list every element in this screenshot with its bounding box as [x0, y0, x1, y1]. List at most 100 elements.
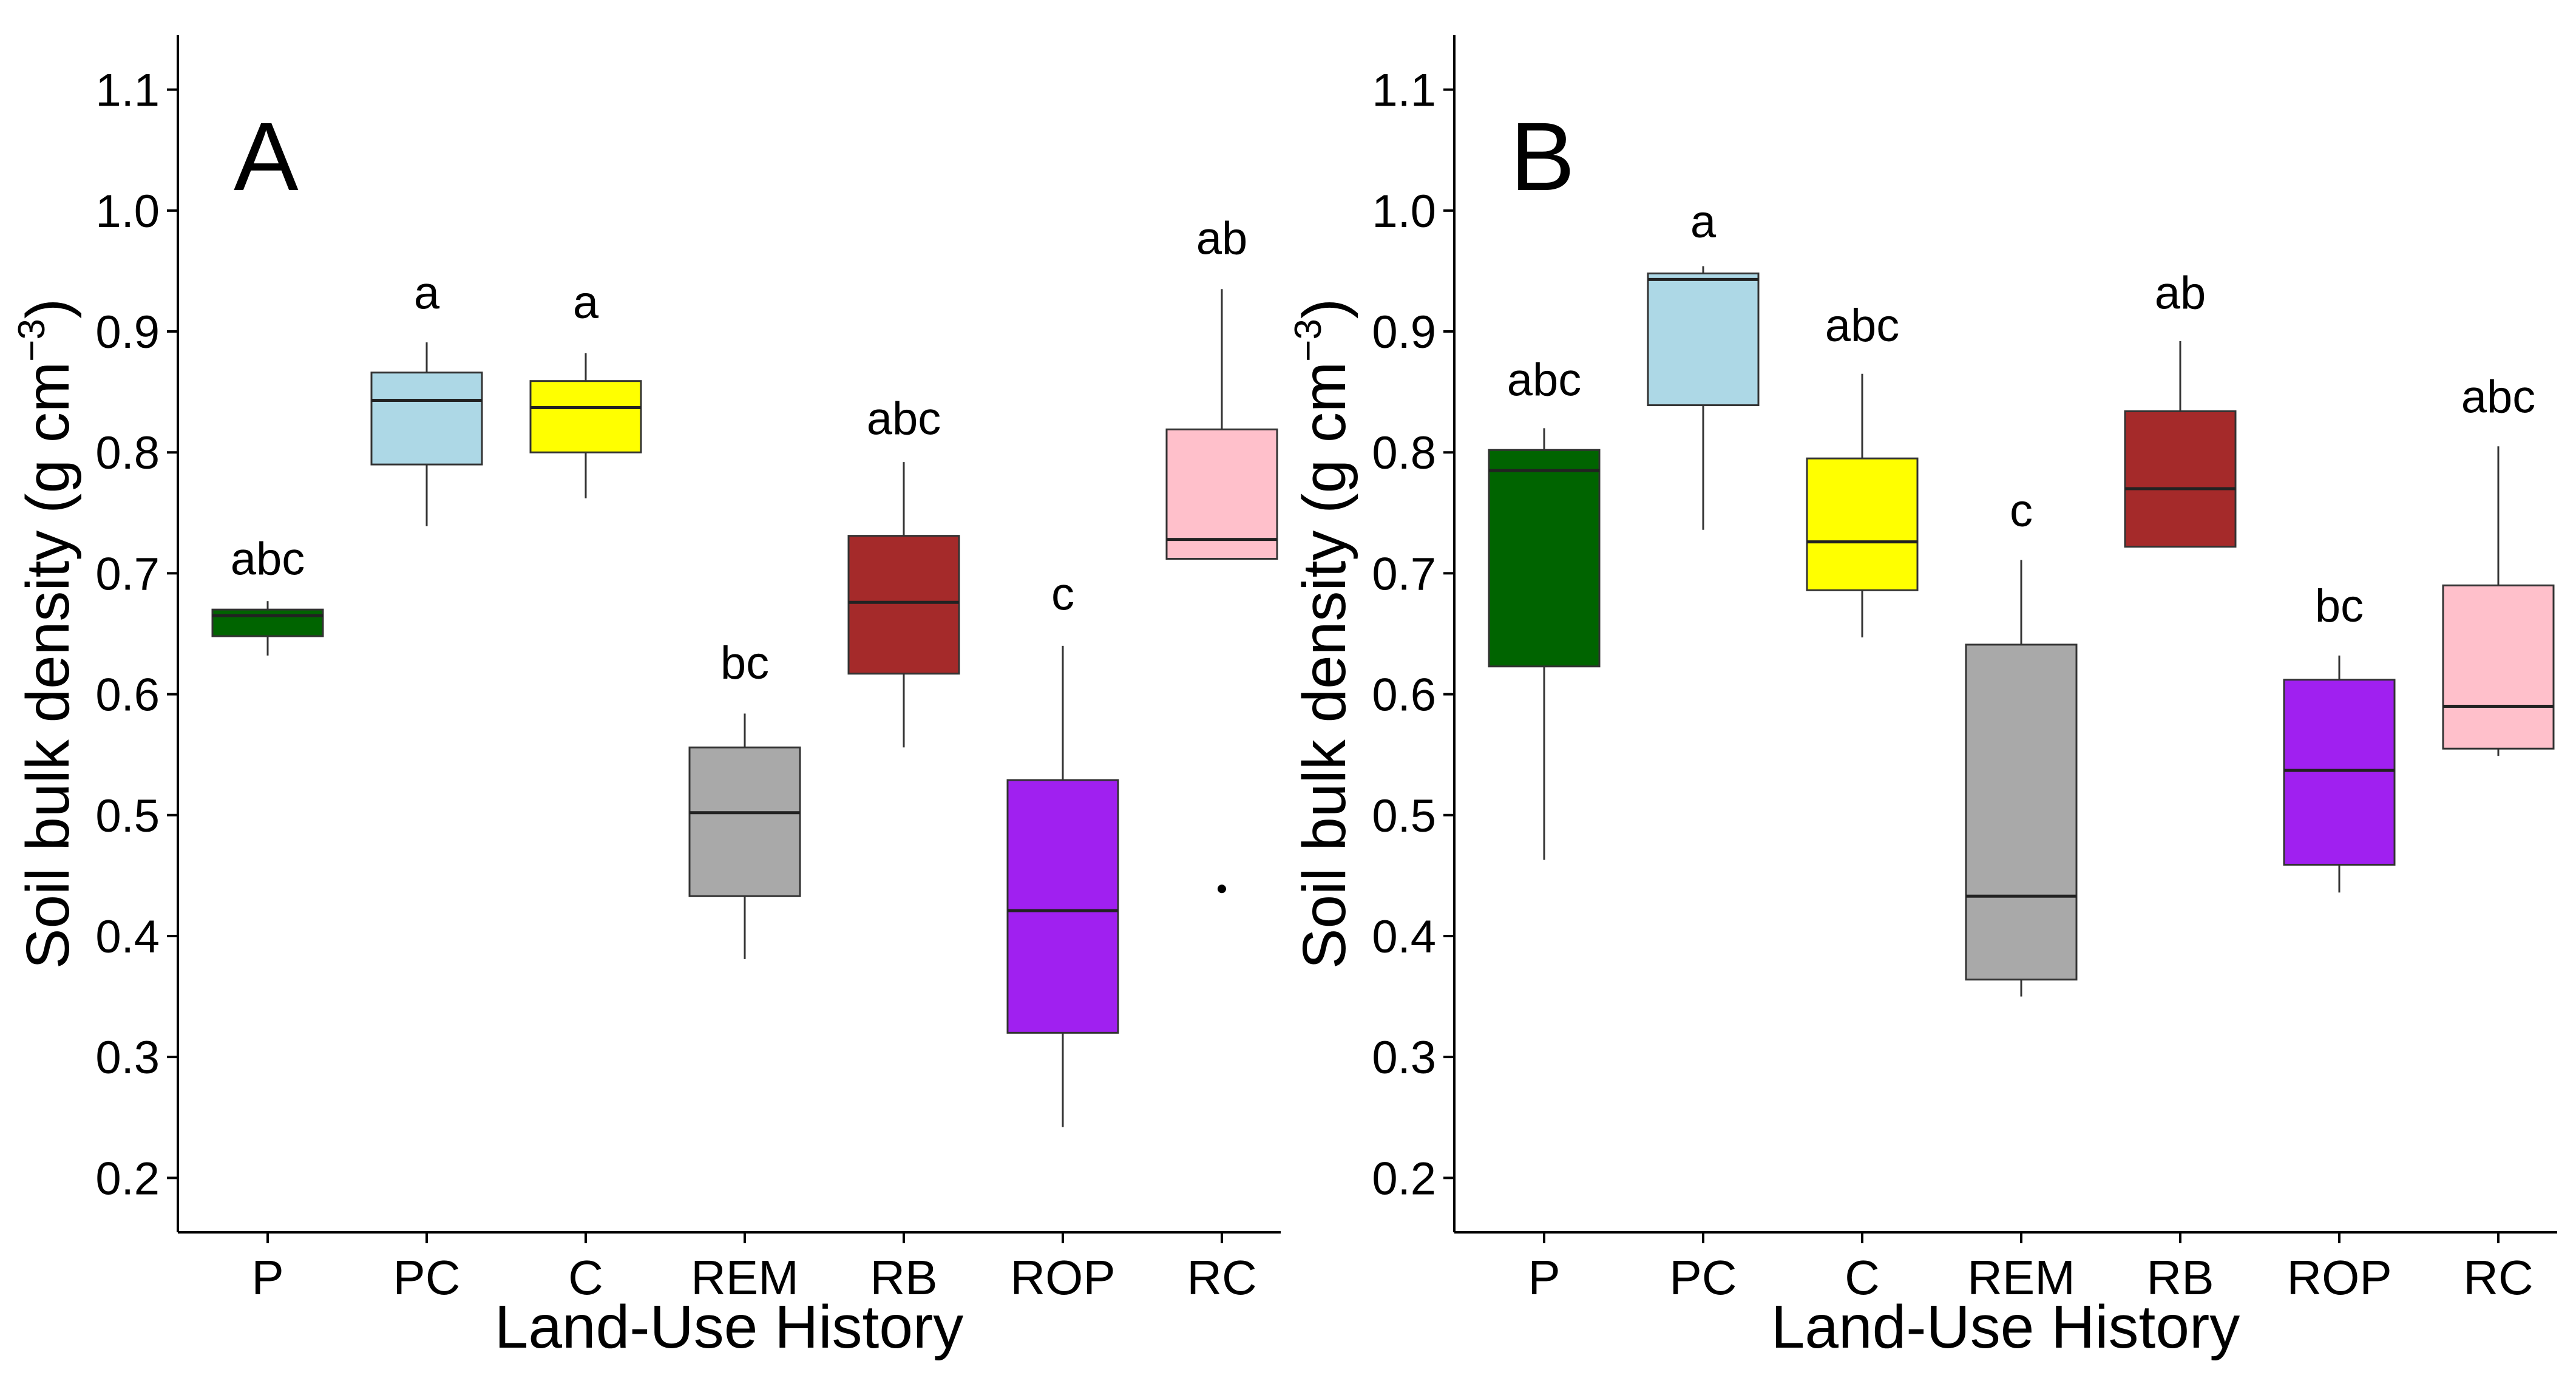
panel-a-rc-significance-letter: ab [1196, 213, 1248, 265]
panel-a-rb-boxplot [847, 462, 960, 748]
panel-a-rc-box [1165, 428, 1278, 560]
panel-a-x-axis-title: Land-Use History [495, 1293, 964, 1361]
panel-a-rem-box [688, 746, 801, 897]
panel-b-pc-boxplot [1647, 266, 1760, 530]
panel-a-rb-box [847, 535, 960, 675]
panel-a-y-tick-label: 0.3 [95, 1032, 160, 1084]
panel-a-rc-outlier-point [1218, 884, 1226, 894]
panel-b-y-axis-title-superscript: −3 [1287, 319, 1329, 362]
panel-b-x-tick-label: P [1528, 1251, 1560, 1305]
panel-a-y-axis-title-superscript: −3 [11, 319, 53, 362]
panel-a-c-significance-letter: a [573, 277, 599, 328]
panel-a-x-tick-label: RC [1187, 1251, 1257, 1305]
panel-a-y-axis-title-main: Soil bulk density (g cm [14, 362, 82, 969]
panel-b-rb-box [2124, 410, 2237, 548]
panel-a-y-ticks: 0.2 0.3 0.4 0.5 0.6 0.7 0.8 0.9 1.0 1.1 [95, 65, 178, 1204]
panel-a-y-tick-label: 1.1 [95, 65, 160, 117]
panel-a-y-tick-label: 0.6 [95, 670, 160, 721]
panel-b-rem-box [1965, 643, 2078, 981]
panel-b-pc-significance-letter: a [1690, 196, 1717, 248]
panel-a-y-tick-label: 0.7 [95, 548, 160, 600]
panel-b-c-boxplot [1806, 373, 1919, 637]
panel-a-c-boxplot [529, 353, 642, 498]
panel-a-y-tick-label: 0.5 [95, 790, 160, 842]
panel-a-y-axis-title-close: ) [14, 299, 82, 319]
panel-b-rop-boxplot [2283, 655, 2396, 893]
panel-a-y-tick-label: 0.9 [95, 307, 160, 358]
panel-b-boxes [1488, 266, 2555, 997]
panel-a-pc-box [370, 372, 483, 466]
panel-a-x-tick-label: PC [393, 1251, 460, 1305]
panel-b-y-tick-label: 0.8 [1372, 427, 1436, 479]
panel-a: 0.2 0.3 0.4 0.5 0.6 0.7 0.8 0.9 1.0 1.1 P PC C REM RB… [11, 35, 1281, 1361]
panel-b-rem-boxplot [1965, 560, 2078, 997]
panel-b-p-box [1488, 449, 1601, 668]
panel-a-x-tick-label: RB [870, 1251, 937, 1305]
panel-b-rop-significance-letter: bc [2315, 580, 2364, 632]
panel-b-rc-boxplot [2442, 446, 2555, 756]
panel-a-y-tick-label: 1.0 [95, 186, 160, 237]
panel-a-rc-boxplot [1165, 289, 1278, 894]
panel-a-rop-box [1006, 779, 1119, 1034]
panel-a-c-box [529, 380, 642, 453]
panel-b-label: B [1510, 102, 1575, 211]
panel-b-y-tick-label: 0.9 [1372, 307, 1436, 358]
panel-a-x-tick-label: ROP [1010, 1251, 1115, 1305]
panel-b-y-ticks: 0.2 0.3 0.4 0.5 0.6 0.7 0.8 0.9 1.0 1.1 [1372, 65, 1454, 1204]
panel-a-y-tick-label: 0.4 [95, 911, 160, 963]
panel-b: 0.2 0.3 0.4 0.5 0.6 0.7 0.8 0.9 1.0 1.1 P PC C REM RB… [1287, 35, 2557, 1361]
panel-a-label: A [234, 102, 299, 211]
panel-b-x-axis-title: Land-Use History [1771, 1293, 2240, 1361]
panel-a-pc-boxplot [370, 342, 483, 526]
panel-b-x-tick-label: PC [1669, 1251, 1737, 1305]
panel-b-x-tick-label: RB [2146, 1251, 2214, 1305]
panel-b-y-axis-title-close: ) [1290, 299, 1358, 319]
panel-b-y-tick-label: 0.3 [1372, 1032, 1436, 1084]
panel-a-x-tick-label: REM [691, 1251, 799, 1305]
panel-b-y-tick-label: 0.2 [1372, 1153, 1436, 1204]
panel-a-x-tick-label: P [251, 1251, 283, 1305]
panel-b-x-ticks: P PC C REM RB ROP RC [1528, 1232, 2534, 1305]
panel-a-rem-significance-letter: bc [720, 637, 769, 689]
panel-b-y-tick-label: 1.1 [1372, 65, 1436, 117]
panel-a-x-tick-label: C [568, 1251, 603, 1305]
panel-b-rc-significance-letter: abc [2461, 372, 2536, 423]
panel-b-x-tick-label: REM [1967, 1251, 2075, 1305]
panel-b-significance-letters: abc a abc c ab bc abc [1507, 196, 2536, 632]
panel-a-p-significance-letter: abc [231, 534, 305, 585]
panel-a-boxes [211, 289, 1278, 1127]
panel-b-c-significance-letter: abc [1825, 300, 1900, 351]
panel-b-y-axis-title: Soil bulk density (g cm−3) [1287, 299, 1358, 969]
panel-b-y-tick-label: 1.0 [1372, 186, 1436, 237]
panel-b-y-tick-label: 0.4 [1372, 911, 1436, 963]
panel-a-rop-boxplot [1006, 645, 1119, 1127]
panel-b-rop-box [2283, 679, 2396, 866]
panel-b-y-axis-title-main: Soil bulk density (g cm [1290, 362, 1358, 969]
panel-b-y-tick-label: 0.5 [1372, 790, 1436, 842]
panel-b-y-tick-label: 0.6 [1372, 670, 1436, 721]
panel-b-p-boxplot [1488, 428, 1601, 860]
panel-a-y-tick-label: 0.8 [95, 427, 160, 479]
panel-a-rop-significance-letter: c [1051, 568, 1074, 620]
panel-b-p-significance-letter: abc [1507, 355, 1582, 406]
panel-a-p-boxplot [211, 601, 324, 656]
panel-b-rem-significance-letter: c [2010, 485, 2033, 537]
panel-a-y-axis-title: Soil bulk density (g cm−3) [11, 299, 82, 969]
panel-b-rb-boxplot [2124, 341, 2237, 548]
panel-b-x-tick-label: C [1845, 1251, 1880, 1305]
panel-b-y-tick-label: 0.7 [1372, 548, 1436, 600]
panel-a-p-box [211, 608, 324, 637]
panel-a-rem-boxplot [688, 713, 801, 959]
panel-b-c-box [1806, 457, 1919, 591]
panel-a-y-tick-label: 0.2 [95, 1153, 160, 1204]
panel-a-x-ticks: P PC C REM RB ROP RC [251, 1232, 1257, 1305]
panel-b-pc-box [1647, 272, 1760, 407]
panel-b-x-tick-label: ROP [2286, 1251, 2391, 1305]
panel-b-rb-significance-letter: ab [2155, 267, 2206, 319]
panel-a-rb-significance-letter: abc [867, 393, 941, 444]
panel-a-pc-significance-letter: a [414, 267, 440, 319]
panel-b-rc-box [2442, 584, 2555, 750]
